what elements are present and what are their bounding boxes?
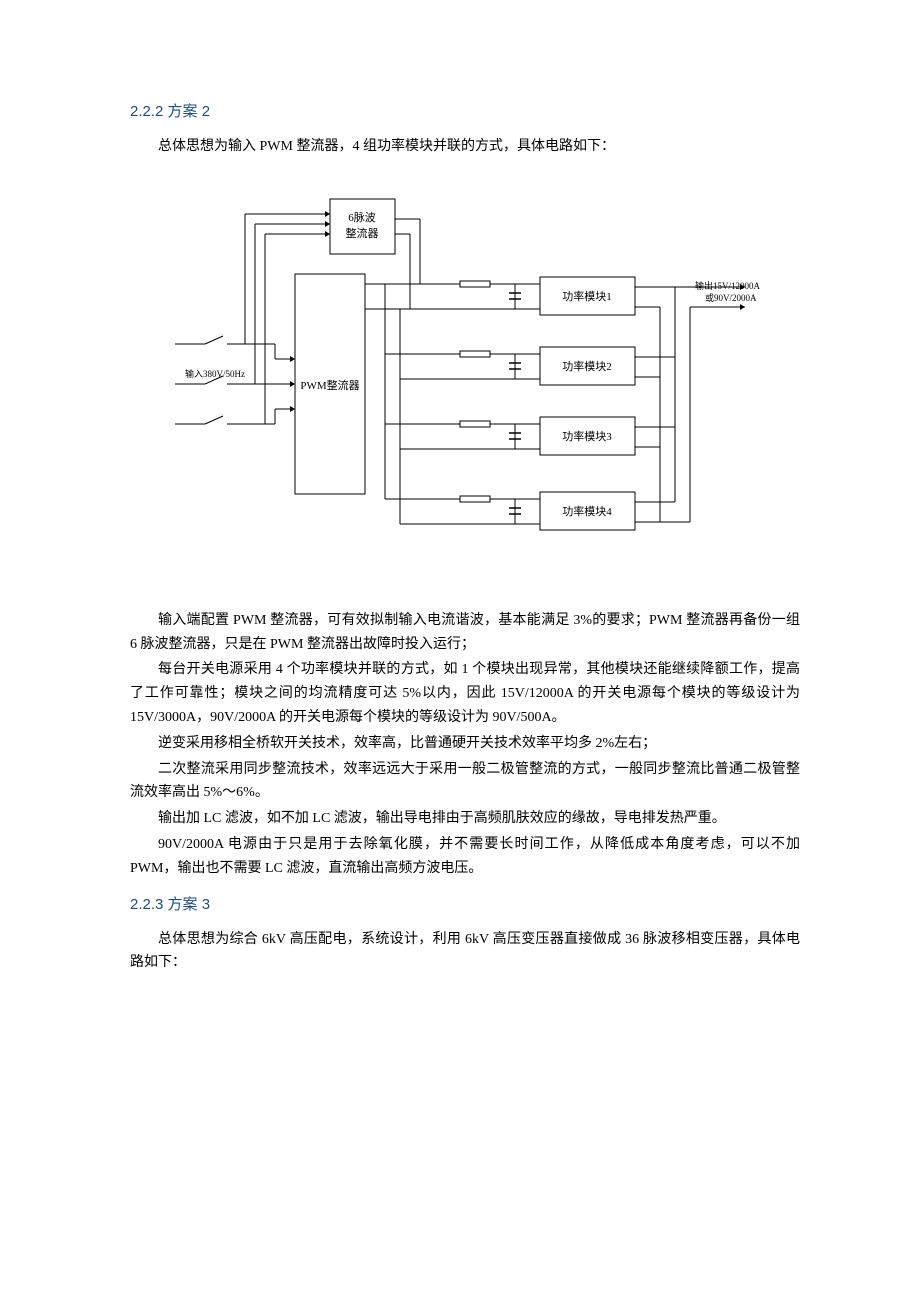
circuit-svg: 输入380V/50Hz 6脉波 整流器 PWM整流器 bbox=[165, 189, 765, 579]
intro-text-222: 总体思想为输入 PWM 整流器，4 组功率模块并联的方式，具体电路如下： bbox=[130, 135, 800, 159]
label-module-3: 功率模块3 bbox=[562, 429, 612, 443]
label-module-1: 功率模块1 bbox=[562, 289, 612, 303]
circuit-diagram-222: 输入380V/50Hz 6脉波 整流器 PWM整流器 bbox=[130, 189, 800, 579]
label-pwm: PWM整流器 bbox=[300, 378, 359, 392]
label-6pulse-l1: 6脉波 bbox=[348, 210, 376, 224]
section-heading-222: 2.2.2 方案 2 bbox=[130, 100, 800, 121]
body-paragraphs-222: 输入端配置 PWM 整流器，可有效拟制输入电流谐波，基本能满足 3%的要求；PW… bbox=[130, 609, 800, 881]
p5-222: 输出加 LC 滤波，如不加 LC 滤波，输出导电排由于高频肌肤效应的缘故，导电排… bbox=[130, 807, 800, 831]
intro-text-223: 总体思想为综合 6kV 高压配电，系统设计，利用 6kV 高压变压器直接做成 3… bbox=[130, 928, 800, 976]
label-module-2: 功率模块2 bbox=[562, 359, 612, 373]
input-line-3 bbox=[175, 406, 295, 424]
intro-para-222: 总体思想为输入 PWM 整流器，4 组功率模块并联的方式，具体电路如下： bbox=[130, 135, 800, 159]
output-label-2: 或90V/2000A bbox=[705, 292, 757, 303]
input-line-1 bbox=[175, 336, 295, 362]
box-6pulse bbox=[330, 199, 395, 254]
label-6pulse-l2: 整流器 bbox=[346, 226, 379, 240]
label-module-4: 功率模块4 bbox=[562, 504, 612, 518]
p1-222: 输入端配置 PWM 整流器，可有效拟制输入电流谐波，基本能满足 3%的要求；PW… bbox=[130, 609, 800, 657]
p4-222: 二次整流采用同步整流技术，效率远远大于采用一般二极管整流的方式，一般同步整流比普… bbox=[130, 758, 800, 806]
p2-222: 每台开关电源采用 4 个功率模块并联的方式，如 1 个模块出现异常，其他模块还能… bbox=[130, 658, 800, 729]
output-label-1: 输出15V/12000A bbox=[695, 280, 761, 291]
p3-222: 逆变采用移相全桥软开关技术，效率高，比普通硬开关技术效率平均多 2%左右； bbox=[130, 732, 800, 756]
intro-para-223: 总体思想为综合 6kV 高压配电，系统设计，利用 6kV 高压变压器直接做成 3… bbox=[130, 928, 800, 976]
input-label: 输入380V/50Hz bbox=[185, 368, 245, 379]
document-page: 2.2.2 方案 2 总体思想为输入 PWM 整流器，4 组功率模块并联的方式，… bbox=[0, 0, 920, 1045]
section-heading-223: 2.2.3 方案 3 bbox=[130, 893, 800, 914]
p6-222: 90V/2000A 电源由于只是用于去除氧化膜，并不需要长时间工作，从降低成本角… bbox=[130, 833, 800, 881]
